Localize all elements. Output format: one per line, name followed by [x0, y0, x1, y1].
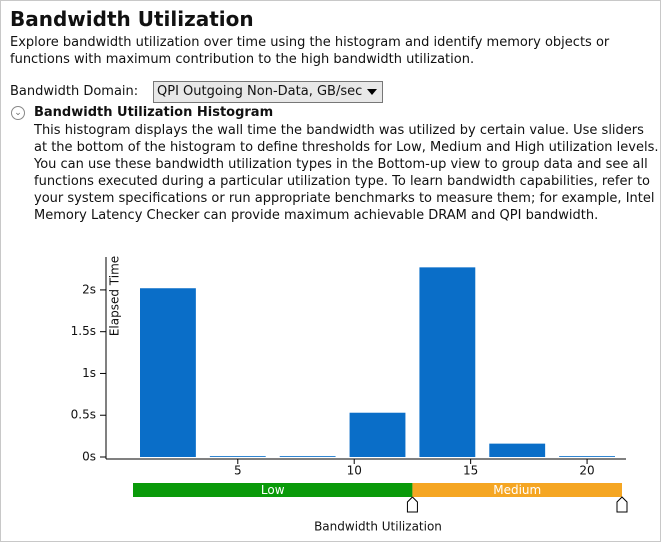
threshold-label: Medium	[493, 483, 541, 497]
x-tick-label: 20	[579, 464, 594, 478]
bar	[279, 456, 336, 457]
page-title: Bandwidth Utilization	[10, 7, 254, 31]
y-axis-title: Elapsed Time	[108, 256, 122, 336]
threshold-band	[133, 483, 413, 497]
threshold-slider[interactable]	[406, 496, 418, 513]
section-text-line: You can use these bandwidth utilization …	[34, 157, 648, 172]
bar	[140, 288, 196, 457]
section-title: Bandwidth Utilization Histogram	[34, 105, 274, 120]
x-tick-label: 5	[234, 464, 242, 478]
threshold-label: Low	[261, 483, 285, 497]
y-tick-label: 0.5s	[71, 408, 96, 422]
collapse-toggle[interactable]: ⌄	[11, 106, 25, 120]
y-tick-label: 2s	[82, 282, 96, 296]
bar	[559, 456, 615, 457]
domain-select[interactable]: QPI Outgoing Non-Data, GB/sec	[153, 81, 383, 103]
y-tick-label: 1s	[82, 366, 96, 380]
x-tick-label: 10	[347, 464, 362, 478]
threshold-slider[interactable]	[616, 496, 628, 513]
bar	[419, 267, 476, 457]
dropdown-arrow	[367, 89, 377, 95]
domain-selected: QPI Outgoing Non-Data, GB/sec	[157, 84, 363, 99]
x-tick-label: 15	[463, 464, 478, 478]
bar	[349, 412, 406, 457]
domain-label: Bandwidth Domain:	[10, 84, 139, 99]
section-text-line: Memory Latency Checker can provide maxim…	[34, 208, 599, 223]
bar	[489, 443, 546, 457]
section-text-line: at the bottom of the histogram to define…	[34, 140, 659, 155]
y-tick-label: 0s	[82, 450, 96, 464]
section-text-line: This histogram displays the wall time th…	[34, 123, 644, 138]
description: Explore bandwidth utilization over time …	[10, 35, 610, 50]
threshold-band	[412, 483, 622, 497]
y-tick-label: 1.5s	[71, 324, 96, 338]
section-text-line: functions executed during a particular u…	[34, 174, 651, 189]
description: functions with maximum contribution to t…	[10, 52, 475, 67]
x-axis-title: Bandwidth Utilization	[314, 520, 442, 534]
bar	[209, 456, 266, 457]
section-text-line: your system specifications or run approp…	[34, 191, 655, 206]
